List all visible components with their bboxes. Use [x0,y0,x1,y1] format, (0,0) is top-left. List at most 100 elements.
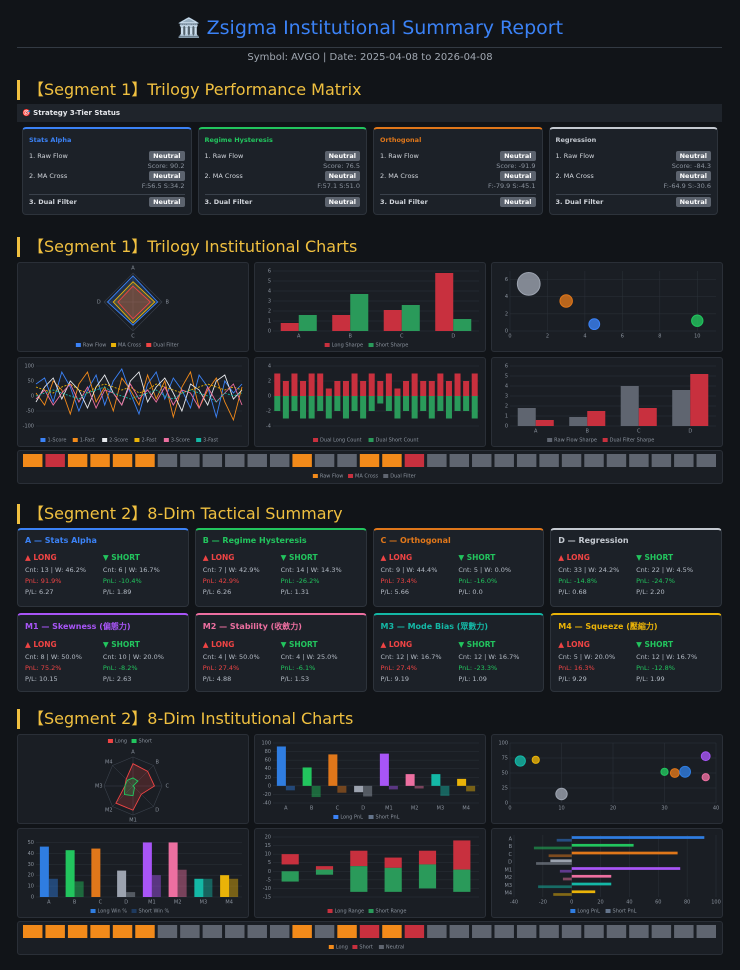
bar [377,396,384,404]
axis-label: M2 [105,808,113,814]
bar [91,848,101,897]
heat-cell [337,925,357,938]
bar [291,373,298,396]
tactical-cards: A — Stats Alpha ▲ LONG Cnt: 13 | W: 46.2% P… [17,528,722,692]
y-tick-label: 50 [28,840,34,846]
bar [571,874,612,878]
bar [363,785,373,797]
y-tick-label: 4 [505,294,508,300]
bar [538,885,572,889]
bubble [669,768,680,778]
bar [638,408,657,426]
legend-swatch [107,739,113,743]
heat-cell [314,454,335,467]
y-tick-label: 80 [265,749,271,755]
x-tick-label: 30 [661,806,667,812]
chart-panel: 0 25 50 75 100 0 10 20 30 40 [491,734,723,824]
status-badge: Neutral [500,151,536,161]
x-tick-label: C [99,900,103,906]
x-tick-label: M2 [174,900,182,906]
radar-spoke [132,785,154,807]
bar [368,373,375,396]
heat-cell [449,454,470,467]
bar [351,396,358,411]
x-tick-label: M1 [148,900,156,906]
count-winrate: Cnt: 22 | W: 4.5% [636,566,693,574]
radar-series [112,281,156,324]
short-label: ▼ SHORT [102,640,140,649]
heat-cell [629,454,649,467]
legend-label: Dual Filter [153,343,179,349]
bar [302,767,312,786]
profit-loss-ratio: P/L: 9.19 [380,675,409,683]
x-tick-label: -20 [539,900,547,906]
row-label: 1. Raw Flow [555,152,595,160]
row-note: F:57.1 S:51.0 [317,182,360,190]
legend-label: Long PnL [340,815,363,821]
count-winrate: Cnt: 12 | W: 16.7% [458,653,520,661]
bubble [516,271,541,296]
bar [454,373,461,396]
bar [437,396,444,411]
y-tick-label: 1 [505,414,508,420]
heat-cell [494,454,514,467]
bar [360,396,367,419]
x-tick-label: 0 [508,806,511,812]
bar [453,319,472,331]
heat-cell [269,925,290,938]
tactical-card: M1 — Skewness (偏態力) ▲ LONG Cnt: 8 | W: 50.… [17,613,189,692]
bar [394,388,401,396]
bar [325,388,332,396]
axis-label: B [166,300,170,306]
legend-swatch [75,343,81,347]
long-label: ▲ LONG [25,553,57,562]
legend-label: 1-Fast [80,438,95,444]
row-note: Score: 76.5 [323,162,360,170]
legend-label: Dual Filter Sharpe [610,438,655,444]
axis-label: A [131,749,135,755]
range-bar [315,866,334,872]
legend-label: Long Sharpe [332,343,363,349]
y-tick-label: 0 [268,869,271,875]
heat-cell [23,925,43,938]
y-tick-label: 50 [502,771,508,777]
bubble [679,765,692,778]
heat-cell [112,454,133,467]
report-title: 🏛️ Zsigma Institutional Summary Report [176,17,564,39]
columns: ▲ LONG Cnt: 4 | W: 50.0% PnL: 27.4% P/L: 4.… [203,640,359,685]
bar [351,373,358,396]
x-tick-label: A [47,900,51,906]
heat-cell [516,925,537,938]
heat-cell [449,925,470,938]
short-column: ▼ SHORT Cnt: 6 | W: 16.7% PnL: -10.4% P/L: … [103,553,181,598]
bar [291,396,298,411]
legend-swatch [163,438,169,442]
y-tick-label: 1 [268,319,271,325]
y-tick-label: C [509,852,513,858]
bubble [555,787,568,801]
bar [553,893,572,896]
short-column: ▼ SHORT Cnt: 14 | W: 14.3% PnL: -26.2% P/L:… [281,553,359,598]
tactical-card: M3 — Mode Bias (眾數力) ▲ LONG Cnt: 12 | W: 1… [372,613,545,692]
status-row: 1. Raw Flow Neutral [555,151,711,161]
legend-label: Short Sharpe [376,343,409,349]
axis-label: M4 [105,759,113,765]
profit-loss-ratio: P/L: 4.88 [202,675,232,683]
heat-cell [584,454,604,467]
bar [466,785,476,792]
x-tick-label: 40 [713,806,719,812]
x-tick-label: M3 [200,900,208,906]
bar [411,373,418,396]
status-badge: Neutral [500,171,536,181]
row-label: 2. MA Cross [29,172,68,180]
tactical-card: A — Stats Alpha ▲ LONG Cnt: 13 | W: 46.2% P… [17,528,189,607]
legend-label: MA Cross [118,343,141,349]
legend-label: MA Cross [355,474,378,480]
bubble [700,751,711,762]
heat-cell [90,925,110,938]
bubble [701,773,710,782]
bar [571,836,705,839]
bar [385,396,392,411]
bar [65,850,75,897]
bar [300,381,307,396]
